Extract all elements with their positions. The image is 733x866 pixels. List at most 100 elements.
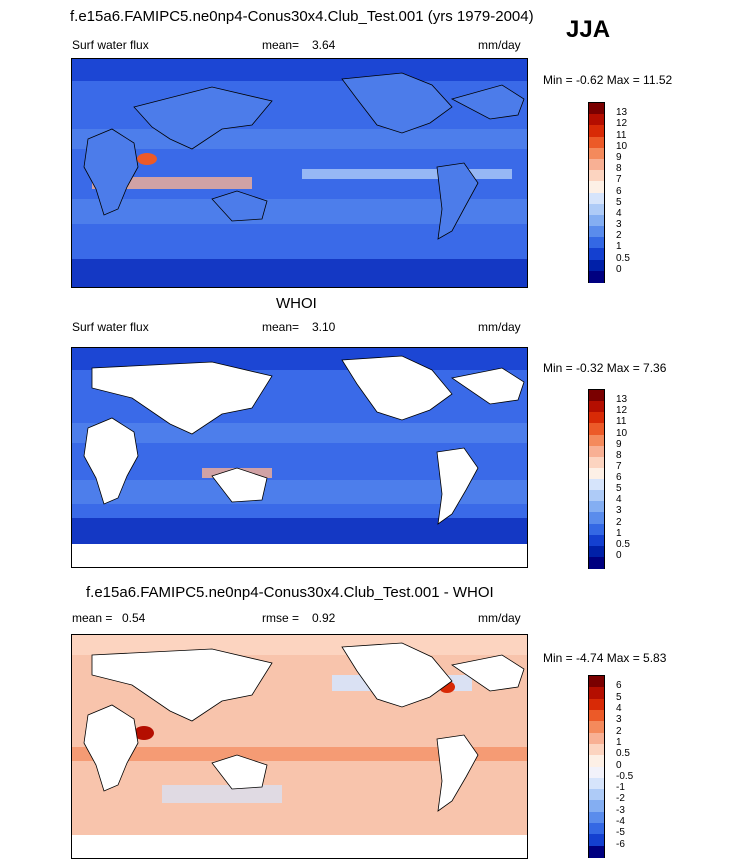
colorbar-tick-label: -2: [616, 793, 625, 805]
colorbar-segment: [589, 170, 604, 183]
minmax-label: Min = -0.32 Max = 7.36: [543, 361, 667, 375]
colorbar-segment: [589, 456, 604, 469]
colorbar-segment: [589, 158, 604, 171]
colorbar-tick-label: 13: [616, 107, 628, 119]
colorbar-segment: [589, 687, 604, 700]
colorbar-tick-label: 4: [616, 494, 622, 506]
colorbar-segment: [589, 845, 604, 858]
colorbar-tick-label: 7: [616, 174, 622, 186]
variable-label: Surf water flux: [72, 38, 149, 52]
colorbar-segment: [589, 103, 604, 115]
colorbar-tick-label: 3: [616, 219, 622, 231]
colorbar-tick-label: -6: [616, 838, 625, 850]
colorbar-segment: [589, 412, 604, 425]
colorbar-segment: [589, 259, 604, 272]
colorbar-tick-label: 8: [616, 449, 622, 461]
mean-label: mean =: [72, 611, 113, 625]
colorbar-tick-label: 10: [616, 140, 628, 152]
rmse-value: 0.92: [312, 611, 336, 625]
colorbar-segment: [589, 800, 604, 813]
colorbar-segment: [589, 743, 604, 756]
colorbar: [588, 102, 605, 283]
colorbar-segment: [589, 192, 604, 205]
colorbar-segment: [589, 136, 604, 149]
colorbar-tick-label: 11: [616, 129, 627, 141]
colorbar-segment: [589, 556, 604, 569]
colorbar-tick-label: 12: [616, 405, 628, 417]
colorbar-tick-label: 2: [616, 725, 622, 737]
colorbar-segment: [589, 834, 604, 847]
mean-label: mean=: [262, 320, 300, 334]
season-label: JJA: [566, 16, 611, 43]
colorbar-segment: [589, 789, 604, 802]
units-label: mm/day: [478, 611, 521, 625]
colorbar-tick-label: -0.5: [616, 770, 634, 782]
mean-value: 3.10: [312, 320, 336, 334]
colorbar-segment: [589, 709, 604, 722]
colorbar-segment: [589, 270, 604, 283]
map-obs: [71, 347, 528, 568]
colorbar-tick-label: 9: [616, 438, 622, 450]
colorbar-tick-label: 2: [616, 516, 622, 528]
colorbar-tick-label: 1: [616, 527, 622, 539]
rmse-label: rmse =: [262, 611, 300, 625]
colorbar-tick-label: 4: [616, 207, 622, 219]
colorbar-tick-label: -4: [616, 816, 625, 828]
colorbar-segment: [589, 777, 604, 790]
colorbar-segment: [589, 181, 604, 194]
colorbar-segment: [589, 676, 604, 688]
colorbar-segment: [589, 434, 604, 447]
colorbar-tick-label: -5: [616, 827, 625, 839]
colorbar-tick-label: 6: [616, 185, 622, 197]
colorbar-segment: [589, 823, 604, 836]
colorbar-segment: [589, 467, 604, 480]
colorbar-segment: [589, 401, 604, 414]
colorbar-tick-label: 0.5: [616, 748, 630, 760]
colorbar-tick-label: 7: [616, 460, 622, 472]
mean-value: 0.54: [122, 611, 146, 625]
colorbar: [588, 389, 605, 569]
colorbar-tick-label: -1: [616, 782, 625, 794]
colorbar-tick-label: 4: [616, 702, 622, 714]
colorbar-tick-label: 5: [616, 483, 622, 495]
colorbar-segment: [589, 147, 604, 160]
minmax-label: Min = -4.74 Max = 5.83: [543, 651, 667, 665]
colorbar-segment: [589, 721, 604, 734]
colorbar: [588, 675, 605, 858]
colorbar-tick-label: 3: [616, 714, 622, 726]
colorbar-tick-label: 10: [616, 427, 628, 439]
colorbar-segment: [589, 512, 604, 525]
units-label: mm/day: [478, 38, 521, 52]
panel-title: f.e15a6.FAMIPC5.ne0np4-Conus30x4.Club_Te…: [86, 584, 494, 601]
colorbar-segment: [589, 766, 604, 779]
colorbar-tick-label: 2: [616, 230, 622, 242]
variable-label: Surf water flux: [72, 320, 149, 334]
colorbar-segment: [589, 755, 604, 768]
colorbar-tick-label: 0: [616, 263, 622, 275]
map-diff: [71, 634, 528, 859]
colorbar-segment: [589, 226, 604, 239]
colorbar-segment: [589, 698, 604, 711]
colorbar-tick-label: 13: [616, 394, 628, 406]
colorbar-tick-label: 9: [616, 151, 622, 163]
colorbar-segment: [589, 114, 604, 127]
colorbar-tick-label: 12: [616, 118, 628, 130]
colorbar-tick-label: 11: [616, 416, 627, 428]
colorbar-tick-label: 3: [616, 505, 622, 517]
colorbar-segment: [589, 732, 604, 745]
mean-label: mean=: [262, 38, 300, 52]
colorbar-tick-label: 0.5: [616, 538, 630, 550]
colorbar-segment: [589, 237, 604, 250]
map-model: [71, 58, 528, 288]
colorbar-segment: [589, 248, 604, 261]
panel-title: f.e15a6.FAMIPC5.ne0np4-Conus30x4.Club_Te…: [70, 8, 534, 25]
units-label: mm/day: [478, 320, 521, 334]
colorbar-segment: [589, 523, 604, 536]
minmax-label: Min = -0.62 Max = 11.52: [543, 73, 673, 87]
colorbar-tick-label: 5: [616, 691, 622, 703]
colorbar-segment: [589, 203, 604, 216]
colorbar-tick-label: 6: [616, 680, 622, 692]
colorbar-segment: [589, 490, 604, 503]
mean-value: 3.64: [312, 38, 336, 52]
colorbar-segment: [589, 534, 604, 547]
